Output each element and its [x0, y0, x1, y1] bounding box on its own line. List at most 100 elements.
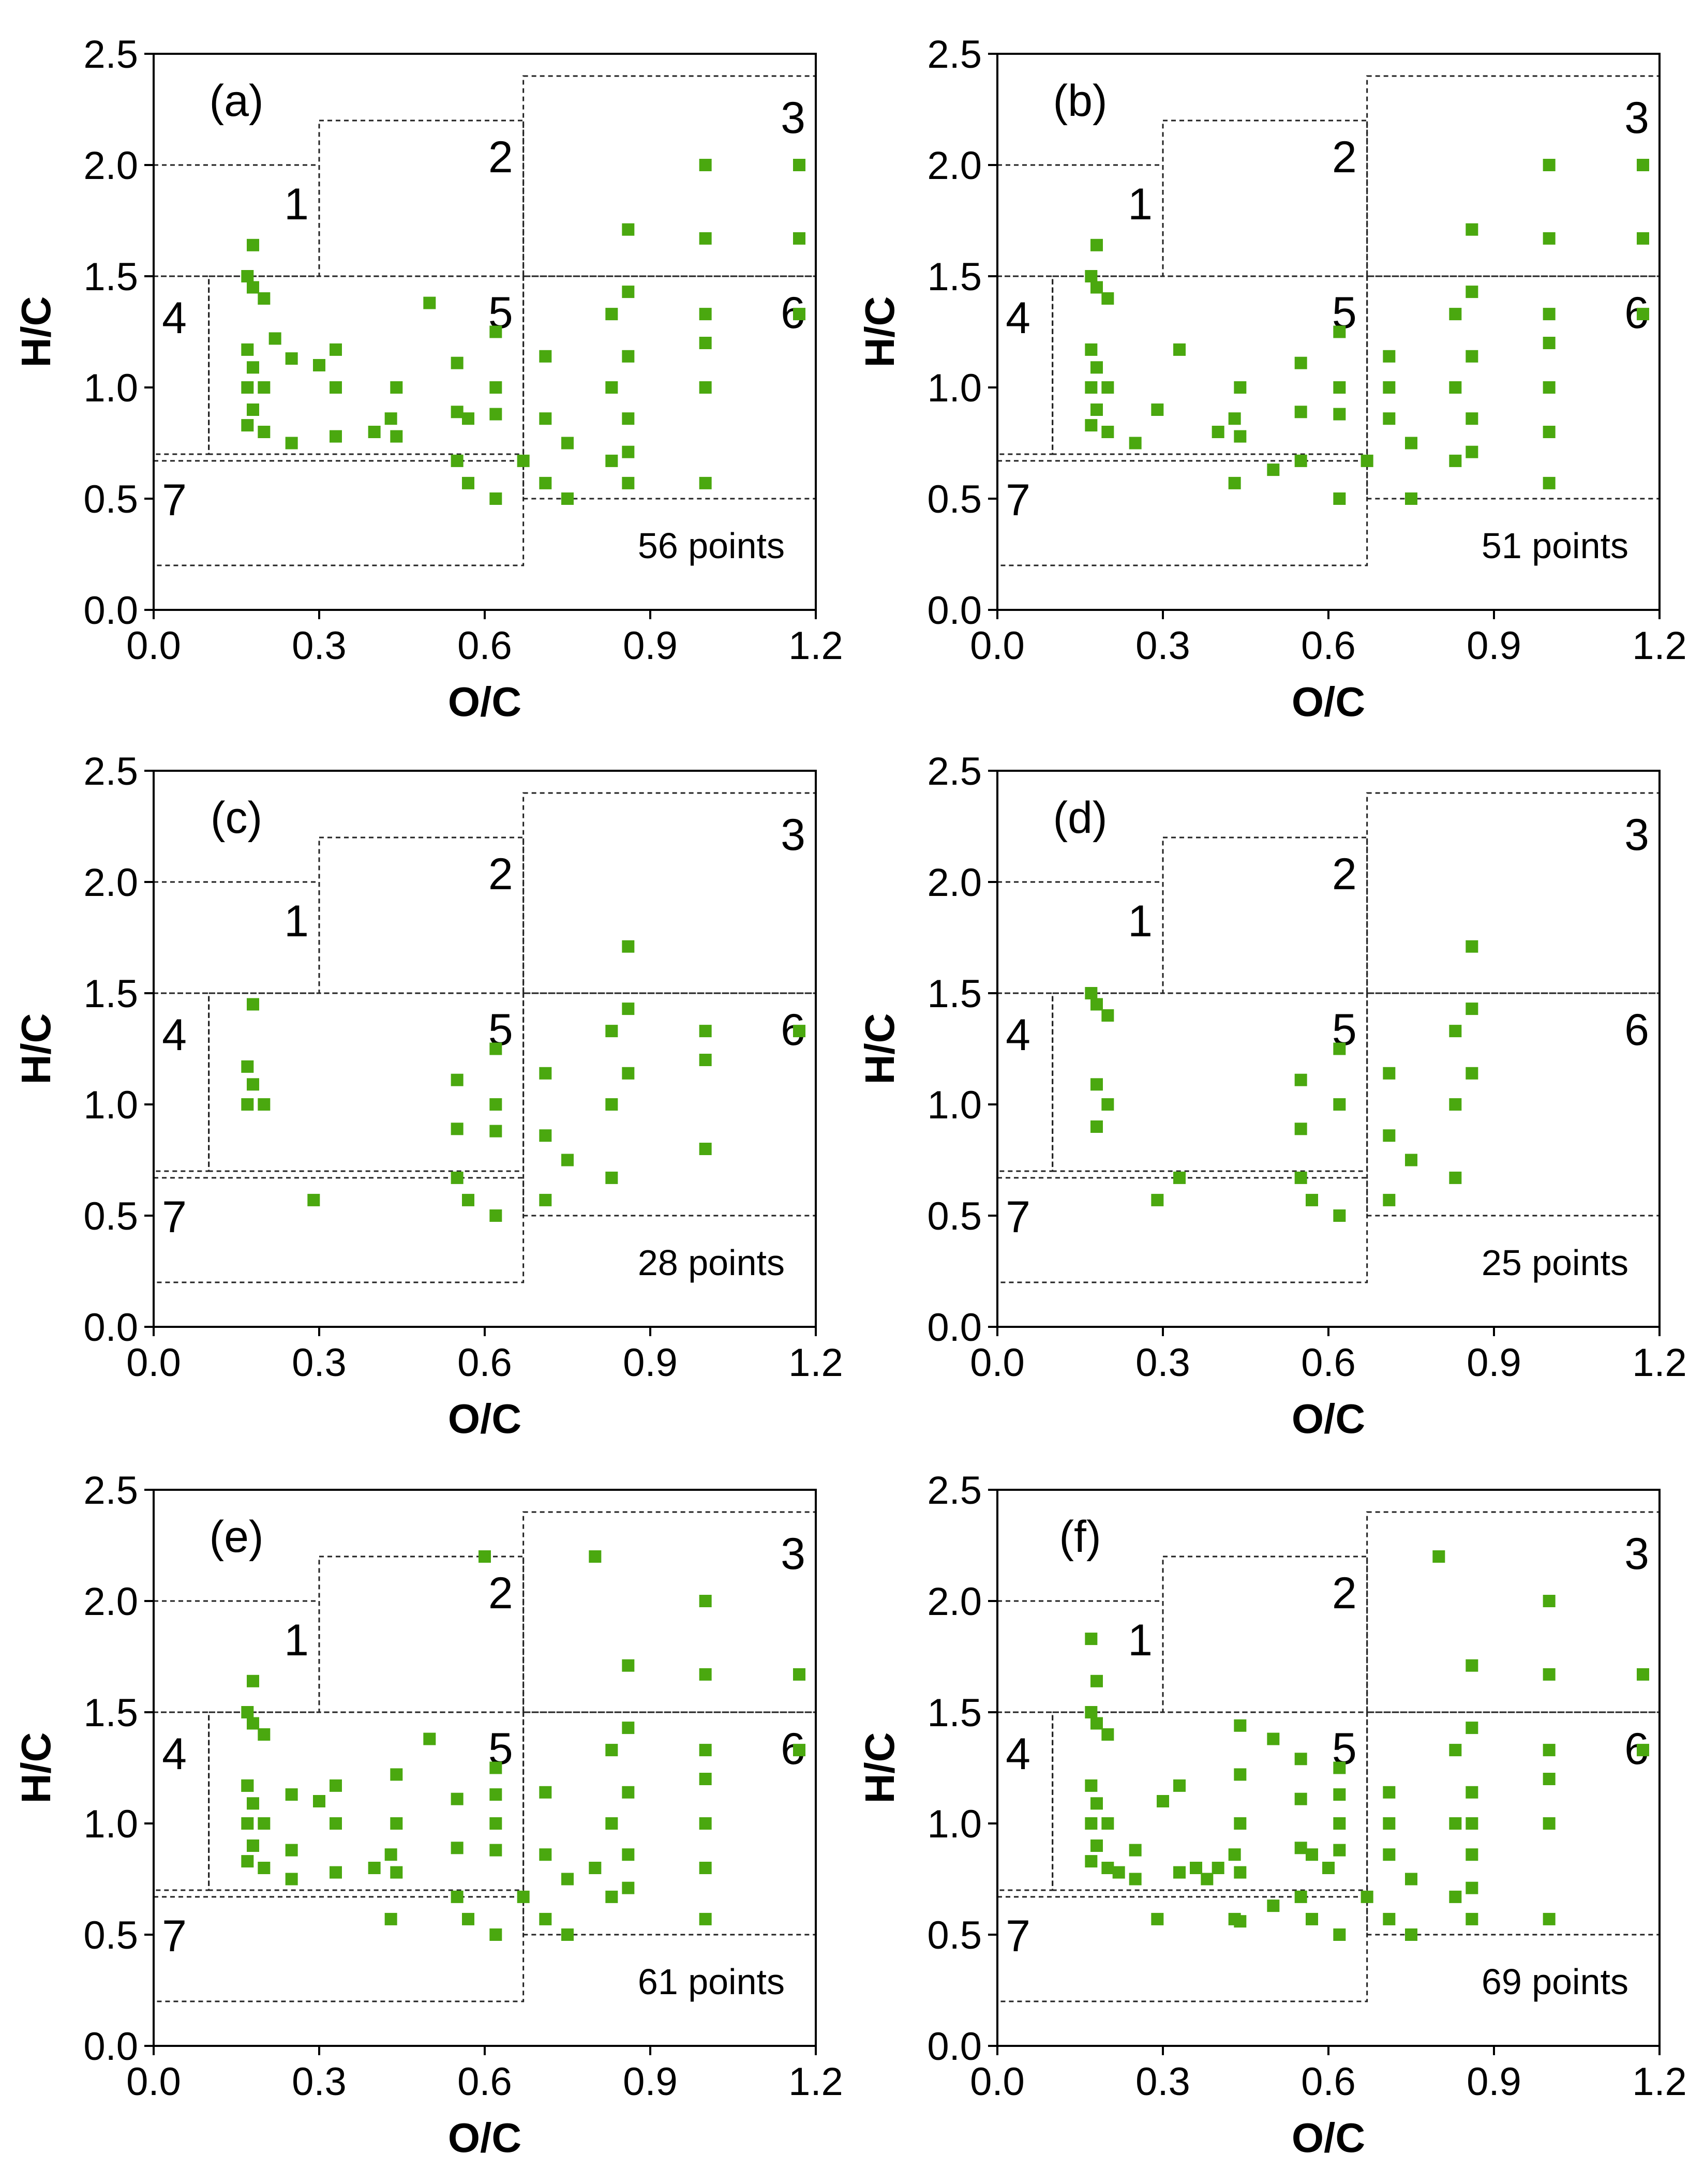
data-point	[1234, 1817, 1247, 1830]
data-point	[539, 1129, 552, 1142]
data-point	[1085, 1855, 1098, 1868]
y-axis-title: H/C	[857, 296, 903, 368]
data-point	[1466, 940, 1478, 953]
data-point	[1173, 1171, 1186, 1184]
data-point	[1543, 308, 1556, 321]
data-point	[517, 1890, 530, 1903]
data-point	[699, 381, 712, 394]
data-point	[1294, 1073, 1307, 1086]
data-point	[330, 1779, 342, 1792]
data-point	[1405, 1873, 1417, 1886]
y-tick-label: 2.5	[927, 33, 982, 77]
data-point	[589, 1550, 602, 1563]
data-point	[489, 1098, 502, 1111]
data-point	[1101, 292, 1114, 305]
x-tick-label: 0.0	[126, 624, 181, 668]
x-tick-label: 0.6	[457, 2060, 512, 2104]
data-point	[423, 1732, 436, 1745]
region-box-7	[153, 1177, 525, 1283]
x-axis-title: O/C	[448, 2115, 521, 2161]
x-tick-label: 1.2	[788, 624, 843, 668]
data-point	[1405, 1154, 1417, 1166]
x-tick-label: 0.9	[1467, 2060, 1521, 2104]
data-point	[1333, 1209, 1346, 1222]
y-tick-label: 0.5	[83, 1913, 138, 1957]
data-point	[1466, 1722, 1478, 1734]
data-point	[390, 1866, 403, 1879]
data-point	[489, 1788, 502, 1801]
data-point	[1294, 454, 1307, 467]
data-point	[1333, 408, 1346, 421]
data-point	[1306, 1912, 1318, 1925]
y-axis-title: H/C	[13, 1013, 59, 1085]
data-point	[258, 292, 271, 305]
data-point	[1151, 1193, 1164, 1206]
data-point	[699, 1744, 712, 1757]
data-point	[1085, 987, 1098, 999]
data-point	[241, 1706, 254, 1718]
data-point	[390, 430, 403, 443]
data-point	[285, 1844, 298, 1857]
data-point	[489, 492, 502, 505]
data-point	[1228, 476, 1241, 489]
data-point	[1466, 1912, 1478, 1925]
data-point	[1466, 1003, 1478, 1015]
x-tick-label: 0.6	[1301, 2060, 1356, 2104]
data-point	[1466, 1067, 1478, 1080]
data-point	[241, 381, 254, 394]
data-point	[258, 1817, 271, 1830]
data-point	[1383, 1912, 1396, 1925]
x-tick-label: 0.0	[126, 1341, 181, 1385]
y-axis-title: H/C	[13, 1732, 59, 1804]
region-box-7	[153, 1896, 525, 2002]
data-point	[539, 1912, 552, 1925]
data-point	[390, 381, 403, 394]
data-point	[539, 1067, 552, 1080]
data-point	[605, 1817, 618, 1830]
panel-label: (c)	[211, 793, 262, 843]
x-tick-label: 1.2	[1632, 1341, 1687, 1385]
data-point	[1543, 1668, 1556, 1681]
data-point	[1090, 1839, 1103, 1852]
data-point	[1090, 1674, 1103, 1687]
data-point	[451, 1792, 464, 1805]
x-axis-title: O/C	[448, 1396, 521, 1442]
data-point	[1306, 1848, 1318, 1861]
data-point	[699, 232, 712, 245]
data-point	[1383, 1129, 1396, 1142]
y-tick-label: 1.5	[927, 972, 982, 1016]
data-point	[1466, 412, 1478, 425]
data-point	[1234, 1915, 1247, 1928]
data-point	[247, 1078, 259, 1091]
region-label-2: 2	[1332, 132, 1357, 182]
x-tick-label: 0.0	[970, 624, 1025, 668]
data-point	[1449, 381, 1462, 394]
data-point	[489, 1844, 502, 1857]
region-box-7	[996, 1177, 1368, 1283]
data-point	[1543, 1817, 1556, 1830]
data-point	[699, 1025, 712, 1038]
data-point	[1112, 1866, 1125, 1879]
data-point	[1383, 1067, 1396, 1080]
data-point	[330, 430, 342, 443]
panel-label: (b)	[1053, 76, 1107, 126]
data-point	[1090, 1078, 1103, 1091]
data-point	[241, 1779, 254, 1792]
data-point	[1157, 1795, 1169, 1807]
region-box-5	[1052, 275, 1368, 455]
data-point	[699, 1912, 712, 1925]
data-point	[1543, 159, 1556, 171]
data-point	[1101, 1862, 1114, 1874]
y-tick-label: 2.5	[83, 750, 138, 794]
data-point	[451, 1123, 464, 1135]
region-label-1: 1	[284, 1615, 309, 1665]
data-point	[1333, 1788, 1346, 1801]
panel-f: 12345670.00.30.60.91.20.00.51.01.52.02.5…	[857, 1469, 1687, 2161]
data-point	[605, 454, 618, 467]
data-point	[1449, 1817, 1462, 1830]
panel-label: (a)	[209, 76, 263, 126]
data-point	[1543, 1744, 1556, 1757]
x-tick-label: 0.9	[1467, 624, 1521, 668]
panel-e: 12345670.00.30.60.91.20.00.51.01.52.02.5…	[13, 1469, 843, 2161]
